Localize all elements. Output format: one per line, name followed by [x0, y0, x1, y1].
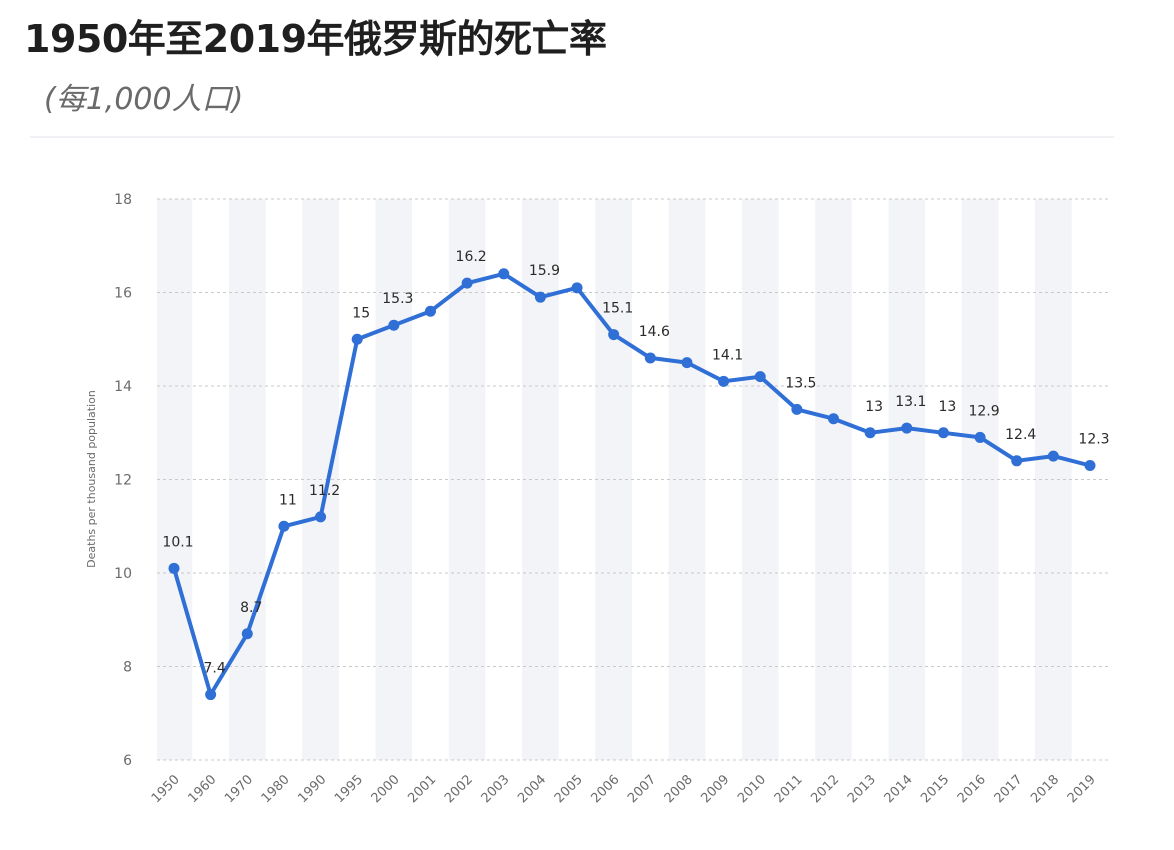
data-label: 11	[279, 492, 297, 508]
x-tick-label: 2017	[992, 772, 1026, 806]
data-label: 12.3	[1078, 431, 1109, 447]
x-tick-label: 2010	[735, 772, 769, 806]
background-band	[741, 199, 779, 760]
data-label: 12.9	[968, 403, 999, 419]
data-point	[571, 282, 583, 294]
data-point	[1047, 450, 1059, 462]
x-tick-label: 2006	[589, 772, 623, 806]
y-tick-label: 6	[123, 753, 132, 769]
x-tick-label: 2007	[625, 772, 659, 806]
x-tick-label: 1995	[332, 772, 366, 806]
data-point	[754, 371, 766, 383]
data-point	[681, 357, 693, 369]
data-label: 15.9	[529, 263, 560, 279]
y-axis-ticks: 6 8 10 12 14 16 18	[114, 192, 132, 769]
data-point	[1084, 459, 1096, 471]
data-point	[315, 511, 327, 523]
data-point	[278, 520, 290, 532]
data-point	[351, 333, 363, 345]
background-band	[157, 199, 193, 760]
data-label: 11.2	[309, 483, 340, 499]
data-point	[498, 268, 510, 280]
data-point	[974, 431, 986, 443]
x-tick-label: 2003	[479, 772, 513, 806]
data-point	[937, 427, 949, 439]
y-tick-label: 8	[123, 660, 132, 676]
x-tick-label: 2009	[698, 772, 732, 806]
series-line	[172, 271, 1092, 697]
data-point	[1011, 455, 1023, 467]
data-point	[534, 291, 546, 303]
x-tick-label: 2005	[552, 772, 586, 806]
data-label: 14.1	[712, 347, 743, 363]
x-tick-label: 2011	[772, 772, 806, 806]
data-label: 13.1	[895, 394, 926, 410]
data-point	[241, 628, 253, 640]
x-tick-label: 2008	[662, 772, 696, 806]
x-tick-label: 2001	[405, 772, 439, 806]
data-point	[718, 375, 730, 387]
data-point	[205, 689, 217, 701]
data-label: 13	[865, 399, 883, 415]
x-axis-ticks: 1950 1960 1970 1980 1990 1995 2000 2001 2002 2003…	[149, 772, 1099, 806]
data-label: 14.6	[639, 324, 670, 340]
data-point	[901, 422, 913, 434]
x-tick-label: 1970	[222, 772, 256, 806]
data-point	[424, 305, 436, 317]
y-tick-label: 14	[114, 379, 132, 395]
grid-lines	[157, 198, 1108, 761]
data-point	[461, 277, 473, 289]
x-tick-label: 2002	[442, 772, 476, 806]
data-label: 15.1	[602, 301, 633, 317]
data-point	[791, 403, 803, 415]
data-points	[168, 268, 1096, 701]
x-tick-label: 2014	[882, 772, 916, 806]
data-point	[644, 352, 656, 364]
data-label: 15.3	[382, 291, 413, 307]
data-label: 16.2	[456, 249, 487, 265]
x-tick-label: 2019	[1065, 772, 1099, 806]
x-tick-label: 1960	[185, 772, 219, 806]
data-point	[864, 427, 876, 439]
data-label: 10.1	[162, 534, 193, 550]
y-tick-label: 10	[114, 566, 132, 582]
data-label: 13	[939, 399, 957, 415]
x-tick-label: 2013	[845, 772, 879, 806]
page-title: 1950年至2019年俄罗斯的死亡率	[24, 17, 607, 61]
data-label: 7.4	[204, 661, 226, 677]
x-tick-label: 2016	[955, 772, 989, 806]
data-point	[828, 413, 840, 425]
x-tick-label: 2015	[918, 772, 952, 806]
chart-frame	[30, 136, 1114, 850]
data-label: 15	[352, 305, 370, 321]
y-axis-label: Deaths per thousand population	[85, 390, 98, 568]
x-tick-label: 1980	[259, 772, 293, 806]
x-tick-label: 2018	[1028, 772, 1062, 806]
data-point	[168, 562, 180, 574]
y-tick-label: 18	[114, 192, 132, 208]
data-labels: 10.1 7.4 8.7 11 11.2 15 15.3 16.2 15.9 15.1 14.6 14…	[162, 249, 1109, 676]
data-point	[608, 329, 620, 341]
data-label: 13.5	[785, 375, 816, 391]
y-tick-label: 12	[114, 473, 132, 489]
data-label: 8.7	[240, 600, 262, 616]
x-tick-label: 2012	[808, 772, 842, 806]
x-tick-label: 1950	[149, 772, 183, 806]
x-tick-label: 2004	[515, 772, 549, 806]
background-band	[815, 199, 852, 760]
y-tick-label: 16	[114, 286, 132, 302]
x-tick-label: 1990	[295, 772, 329, 806]
x-tick-label: 2000	[369, 772, 403, 806]
data-point	[388, 319, 400, 331]
data-label: 12.4	[1005, 427, 1036, 443]
page-subtitle: (每1,000人口)	[44, 82, 244, 117]
